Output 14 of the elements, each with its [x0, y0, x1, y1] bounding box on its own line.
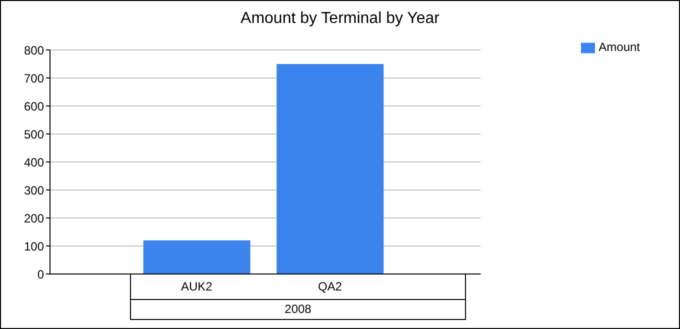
- y-tick-label: 500: [24, 127, 44, 142]
- y-tick-label: 200: [24, 211, 44, 226]
- x-tick-label: QA2: [318, 280, 342, 294]
- x-axis-title: 2008: [130, 299, 466, 320]
- legend-label: Amount: [598, 40, 640, 54]
- y-tick-label: 0: [37, 267, 44, 282]
- x-tick-label: AUK2: [180, 280, 213, 294]
- y-tick-label: 800: [24, 43, 44, 58]
- y-tick-label: 400: [24, 155, 44, 170]
- y-tick-label: 100: [24, 239, 44, 254]
- y-tick-label: 600: [24, 99, 44, 114]
- y-tick-label: 700: [24, 71, 44, 86]
- y-tick-label: 300: [24, 183, 44, 198]
- chart-title: Amount by Terminal by Year: [240, 10, 440, 28]
